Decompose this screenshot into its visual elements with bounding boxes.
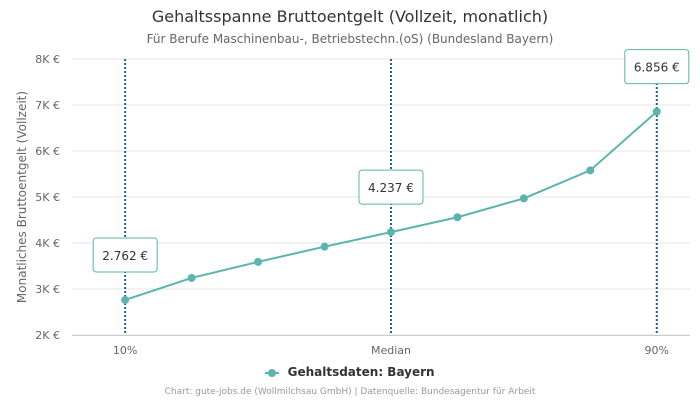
data-point bbox=[519, 194, 528, 203]
data-point bbox=[652, 107, 661, 116]
y-tick-label: 6K € bbox=[35, 145, 60, 158]
data-point bbox=[187, 273, 196, 282]
y-tick-label: 8K € bbox=[35, 53, 60, 66]
axis-labels: 2K € 3K € 4K € 5K € 6K € 7K € 8K € 10% Median 90% bbox=[35, 53, 690, 357]
data-point bbox=[586, 166, 595, 175]
data-labels: 2.762 € 4.237 € 6.856 € bbox=[92, 49, 690, 273]
data-label-box bbox=[92, 237, 158, 273]
data-point bbox=[453, 213, 462, 222]
y-tick-label: 4K € bbox=[35, 237, 60, 250]
x-tick-label: 10% bbox=[113, 344, 137, 357]
chart-subtitle: Für Berufe Maschinenbau-, Betriebstechn.… bbox=[146, 32, 554, 46]
y-tick-label: 2K € bbox=[35, 329, 60, 342]
data-label-box bbox=[358, 169, 424, 205]
y-tick-label: 5K € bbox=[35, 191, 60, 204]
data-point bbox=[320, 242, 329, 251]
data-label: 4.237 € bbox=[368, 181, 414, 195]
legend-series-symbol-icon bbox=[265, 368, 280, 378]
x-tick-label: Median bbox=[371, 344, 411, 357]
chart-credits[interactable]: Chart: gute-jobs.de (Wollmilchsau GmbH) … bbox=[164, 387, 536, 397]
data-point bbox=[121, 295, 130, 304]
data-point bbox=[254, 257, 263, 266]
legend-item-label: Gehaltsdaten: Bayern bbox=[287, 365, 435, 379]
legend[interactable]: Gehaltsdaten: Bayern bbox=[0, 365, 700, 379]
chart-title: Gehaltsspanne Bruttoentgelt (Vollzeit, m… bbox=[151, 7, 549, 26]
x-tick-label: 90% bbox=[645, 344, 669, 357]
series-layer bbox=[121, 107, 661, 304]
y-tick-label: 3K € bbox=[35, 283, 60, 296]
data-label: 6.856 € bbox=[634, 61, 680, 75]
data-label-box bbox=[624, 49, 690, 85]
y-tick-label: 7K € bbox=[35, 99, 60, 112]
data-label: 2.762 € bbox=[102, 249, 148, 263]
data-point bbox=[386, 228, 395, 237]
